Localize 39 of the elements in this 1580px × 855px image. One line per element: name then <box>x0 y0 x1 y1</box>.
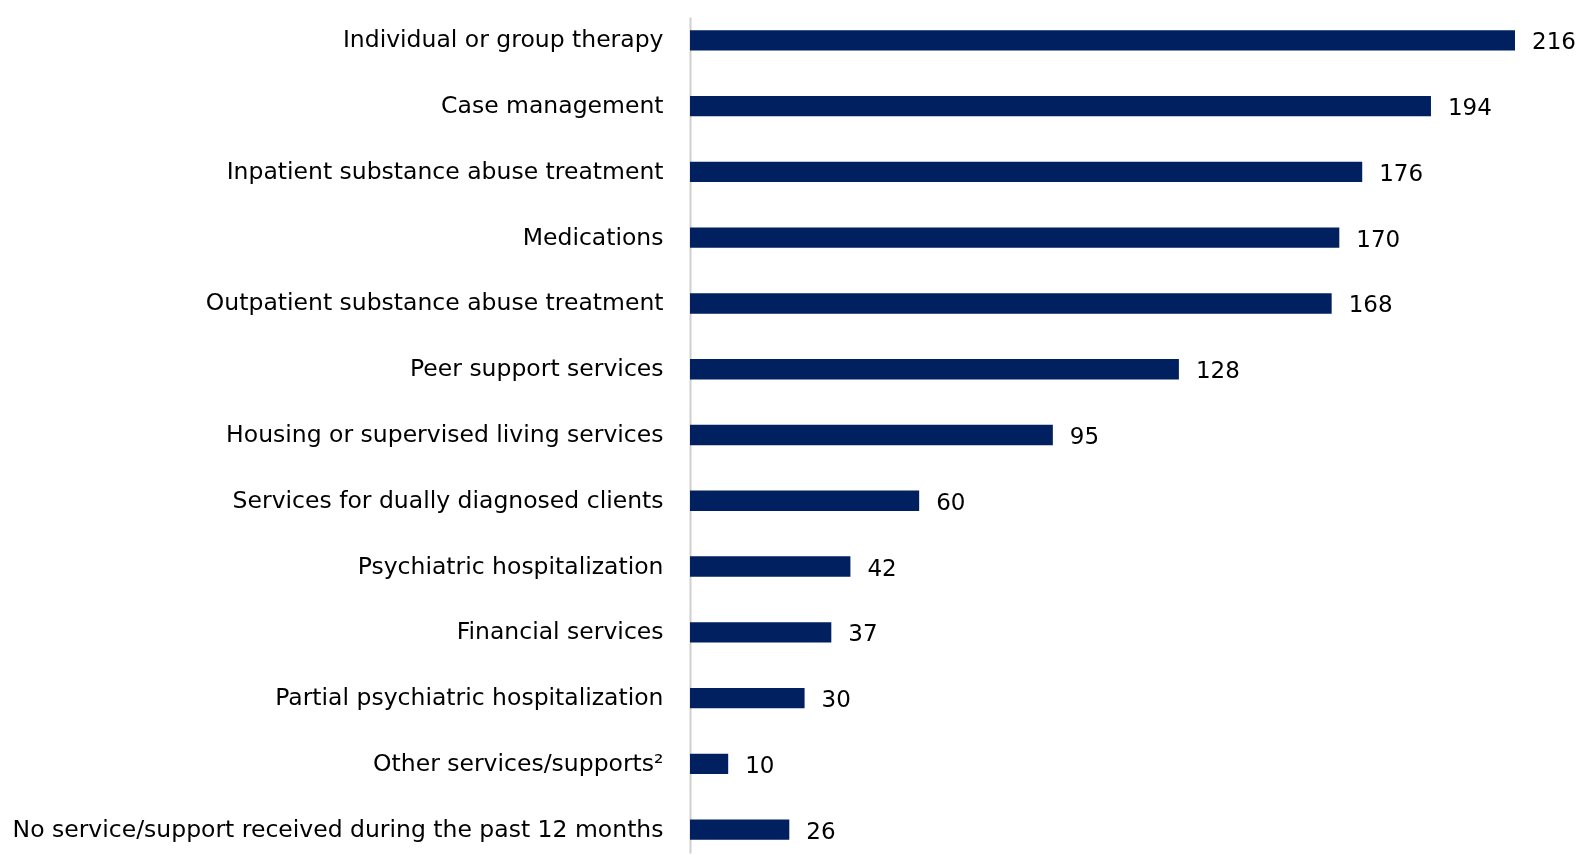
y-tick-label: Other services/supports² <box>373 748 664 777</box>
data-label: 194 <box>1447 94 1492 121</box>
y-tick-label: Psychiatric hospitalization <box>357 551 664 580</box>
y-tick-label: Case management <box>441 91 664 120</box>
y-tick-label: Peer support services <box>410 354 664 383</box>
bar <box>690 359 1179 380</box>
data-label: 128 <box>1195 357 1240 384</box>
bar <box>690 819 790 840</box>
y-tick-label: No service/support received during the past 12 months <box>12 814 664 843</box>
bar <box>690 95 1431 117</box>
data-label: 30 <box>821 686 851 713</box>
bar <box>690 622 832 643</box>
bar <box>690 227 1340 248</box>
y-tick-label: Medications <box>522 222 664 251</box>
bar <box>690 293 1332 314</box>
data-label: 60 <box>936 488 966 515</box>
bar <box>690 424 1053 446</box>
bar <box>690 30 1515 51</box>
bar <box>690 556 851 577</box>
data-label: 168 <box>1348 291 1393 318</box>
y-tick-label: Housing or supervised living services <box>226 420 664 448</box>
data-label: 170 <box>1356 225 1401 252</box>
y-tick-label: Financial services <box>456 617 664 646</box>
bar <box>690 161 1363 183</box>
y-tick-label: Individual or group therapy <box>342 25 664 54</box>
y-tick-label: Partial psychiatric hospitalization <box>275 683 664 712</box>
data-label: 95 <box>1069 423 1100 449</box>
bar <box>690 490 920 511</box>
bar <box>690 753 729 775</box>
y-tick-label: Services for dually diagnosed clients <box>232 485 664 514</box>
data-label: 176 <box>1379 159 1424 186</box>
data-label: 10 <box>745 751 775 778</box>
y-tick-label: Outpatient substance abuse treatment <box>205 288 664 317</box>
y-tick-label: Inpatient substance abuse treatment <box>226 156 664 185</box>
bar <box>690 687 805 709</box>
data-label: 37 <box>848 620 878 647</box>
data-label: 42 <box>867 554 897 581</box>
data-label: 216 <box>1532 28 1576 55</box>
data-label: 26 <box>806 817 836 844</box>
